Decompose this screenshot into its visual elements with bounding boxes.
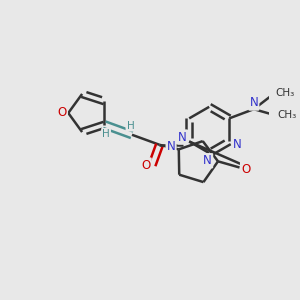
Text: N: N — [250, 97, 258, 110]
Text: N: N — [203, 154, 212, 167]
Text: CH₃: CH₃ — [275, 88, 295, 98]
Text: O: O — [58, 106, 67, 119]
Text: H: H — [127, 121, 134, 130]
Text: O: O — [141, 158, 151, 172]
Text: N: N — [232, 138, 241, 151]
Text: O: O — [241, 163, 250, 176]
Text: H: H — [102, 129, 110, 139]
Text: N: N — [178, 130, 187, 144]
Text: N: N — [167, 140, 176, 153]
Text: CH₃: CH₃ — [277, 110, 296, 119]
